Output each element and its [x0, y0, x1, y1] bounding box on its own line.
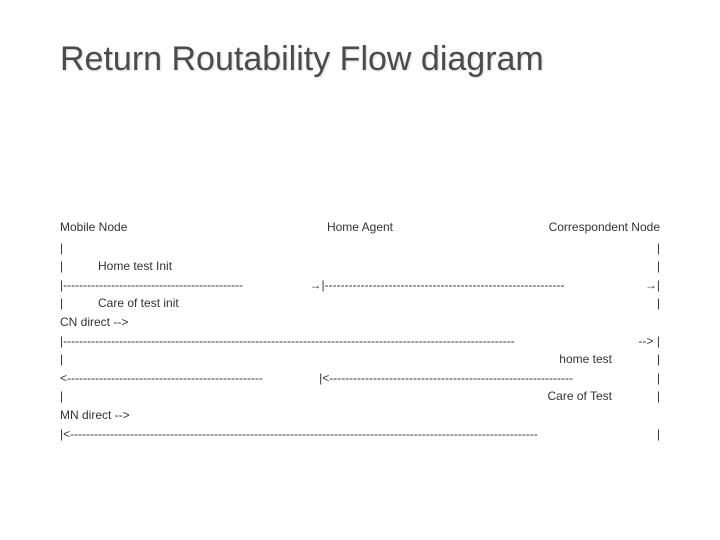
pipe-icon: | [60, 257, 84, 276]
pipe-icon: | [636, 350, 660, 369]
pipe-icon: | [636, 387, 660, 406]
pipe-icon: | [60, 387, 84, 406]
msg-label: Home test Init [84, 257, 462, 276]
pipe-icon: | [657, 425, 660, 444]
pipe-icon: | [60, 239, 258, 258]
arrow-home-test-init: | --------------------------------------… [60, 276, 660, 295]
msg-care-of-test-label: | Care of Test | [60, 387, 660, 406]
arrow-right-icon: → [645, 276, 657, 295]
pipe-icon: | [657, 332, 660, 351]
pipe-icon: | [462, 294, 660, 313]
msg-home-test-label: | home test | [60, 350, 660, 369]
node-correspondent: Correspondent Node [460, 218, 660, 237]
pipe-icon: | [657, 276, 660, 295]
lifeline-row: | | [60, 239, 660, 258]
pipe-icon: | [462, 239, 660, 258]
pipe-icon: | [60, 350, 84, 369]
flow-body: | | | Home test Init | | ---------------… [60, 239, 660, 444]
msg-label: Care of test init [84, 294, 462, 313]
arrow-left-icon: < [60, 369, 67, 388]
node-home-agent: Home Agent [260, 218, 460, 237]
arrow-left-icon: < [322, 369, 329, 388]
flow-diagram: Mobile Node Home Agent Correspondent Nod… [60, 218, 660, 443]
pipe-icon: | [657, 369, 660, 388]
msg-label: home test [432, 350, 636, 369]
msg-label: Care of Test [420, 387, 636, 406]
node-header-row: Mobile Node Home Agent Correspondent Nod… [60, 218, 660, 237]
arrow-care-of-test: | < ------------------------------------… [60, 425, 660, 444]
msg-home-test-init-label: | Home test Init | [60, 257, 660, 276]
pipe-icon: | [462, 257, 660, 276]
arrow-right-icon: → [309, 276, 321, 295]
node-mobile: Mobile Node [60, 218, 260, 237]
pipe-icon: | [60, 294, 84, 313]
slide: Return Routability Flow diagram Mobile N… [0, 0, 720, 540]
arrow-end-right-icon: --> [635, 332, 657, 351]
arrow-left-icon: < [63, 425, 70, 444]
arrow-care-of-test-init: | --------------------------------------… [60, 332, 660, 351]
arrow-home-test: < --------------------------------------… [60, 369, 660, 388]
slide-title: Return Routability Flow diagram [60, 38, 544, 81]
msg-care-of-test-init-label: | Care of test init | [60, 294, 660, 313]
